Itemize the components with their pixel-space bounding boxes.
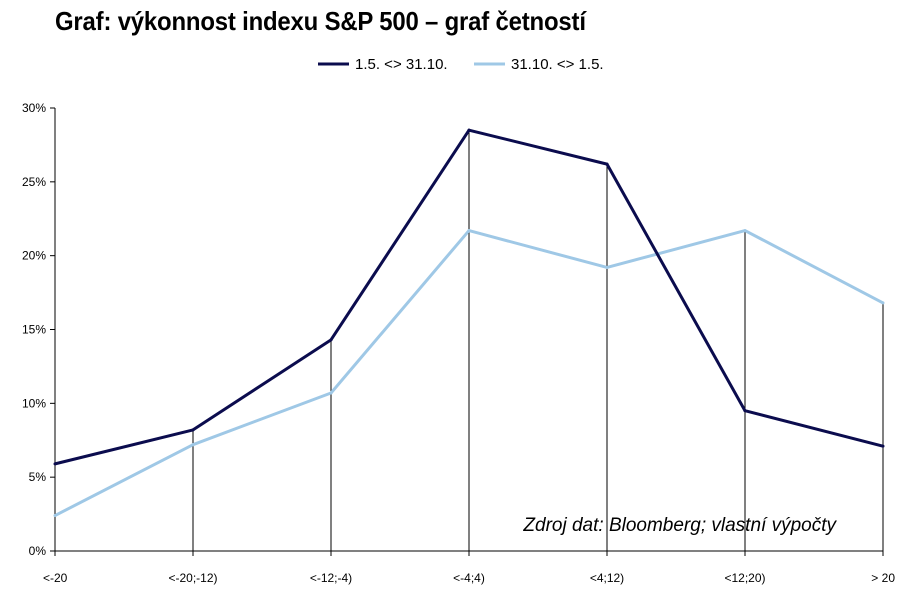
x-tick-label: > 20: [871, 571, 895, 585]
series-lines: [53, 128, 885, 518]
y-tick-label: 5%: [29, 470, 47, 484]
y-tick-label: 30%: [22, 101, 46, 115]
data-point: [605, 265, 609, 269]
data-point: [329, 391, 333, 395]
y-tick-label: 15%: [22, 323, 46, 337]
y-tick-label: 20%: [22, 249, 46, 263]
data-point: [467, 128, 471, 132]
drop-lines: [192, 130, 884, 551]
x-tick-label: <-4;4): [453, 571, 485, 585]
page-title: Graf: výkonnost indexu S&P 500 – graf če…: [55, 6, 586, 36]
x-axis-tick-labels: <-20 <-20;-12) <-12;-4) <-4;4) <4;12) <12;20)…: [43, 551, 895, 585]
data-point: [743, 229, 747, 233]
data-point: [53, 462, 57, 466]
data-point: [743, 409, 747, 413]
x-tick-label: <-20: [43, 571, 68, 585]
x-tick-label: <-20;-12): [168, 571, 217, 585]
data-point: [191, 428, 195, 432]
x-tick-label: <12;20): [724, 571, 765, 585]
legend-label-series-2: 31.10. <> 1.5.: [511, 56, 604, 73]
y-tick-label: 25%: [22, 175, 46, 189]
y-axis-tick-labels: 0% 5% 10% 15% 20% 25% 30%: [22, 101, 55, 558]
y-tick-label: 0%: [29, 544, 47, 558]
data-point: [467, 229, 471, 233]
data-point: [329, 338, 333, 342]
data-point: [191, 443, 195, 447]
legend: 1.5. <> 31.10. 31.10. <> 1.5.: [318, 56, 604, 73]
y-tick-label: 10%: [22, 396, 46, 410]
legend-label-series-1: 1.5. <> 31.10.: [355, 56, 448, 73]
data-point: [881, 301, 885, 305]
data-point: [605, 162, 609, 166]
data-point: [881, 444, 885, 448]
data-point: [53, 514, 57, 518]
x-tick-label: <4;12): [590, 571, 624, 585]
x-tick-label: <-12;-4): [310, 571, 352, 585]
source-annotation: Zdroj dat: Bloomberg; vlastní výpočty: [522, 515, 837, 536]
